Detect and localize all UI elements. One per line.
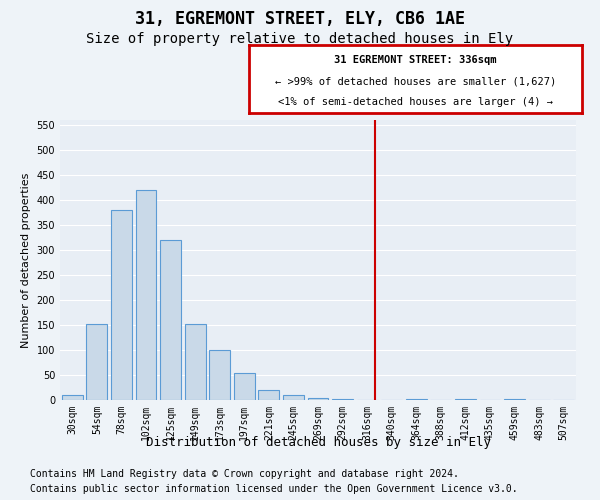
Bar [62, 395, 83, 400]
Text: 31 EGREMONT STREET: 336sqm: 31 EGREMONT STREET: 336sqm [334, 55, 497, 65]
Bar [504, 398, 525, 400]
Y-axis label: Number of detached properties: Number of detached properties [21, 172, 31, 348]
Bar [406, 398, 427, 400]
Bar [185, 324, 206, 400]
Bar [111, 210, 132, 400]
Bar [308, 398, 328, 400]
Text: Distribution of detached houses by size in Ely: Distribution of detached houses by size … [146, 436, 491, 449]
Text: ← >99% of detached houses are smaller (1,627): ← >99% of detached houses are smaller (1… [275, 76, 556, 86]
Bar [332, 399, 353, 400]
Text: Contains HM Land Registry data © Crown copyright and database right 2024.: Contains HM Land Registry data © Crown c… [30, 469, 459, 479]
Bar [160, 240, 181, 400]
Bar [283, 395, 304, 400]
Bar [209, 350, 230, 400]
Text: <1% of semi-detached houses are larger (4) →: <1% of semi-detached houses are larger (… [278, 96, 553, 106]
Bar [234, 372, 255, 400]
Bar [259, 390, 280, 400]
Text: Contains public sector information licensed under the Open Government Licence v3: Contains public sector information licen… [30, 484, 518, 494]
Text: 31, EGREMONT STREET, ELY, CB6 1AE: 31, EGREMONT STREET, ELY, CB6 1AE [135, 10, 465, 28]
Text: Size of property relative to detached houses in Ely: Size of property relative to detached ho… [86, 32, 514, 46]
Bar [86, 324, 107, 400]
Bar [455, 398, 476, 400]
Bar [136, 190, 157, 400]
